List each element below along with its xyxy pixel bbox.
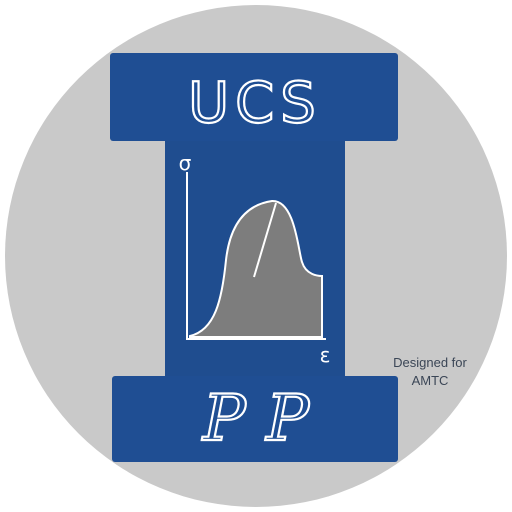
modulus-line [253,202,277,278]
bottom-text: P P [202,382,310,456]
y-axis-label: σ [179,151,192,175]
x-axis-label: ε [320,343,331,367]
top-bar [110,53,398,141]
credit-line: AMTC [412,373,449,388]
top-text: UCS [188,71,322,136]
credit-line: Designed for [393,355,467,370]
bottom-bar [112,376,398,462]
